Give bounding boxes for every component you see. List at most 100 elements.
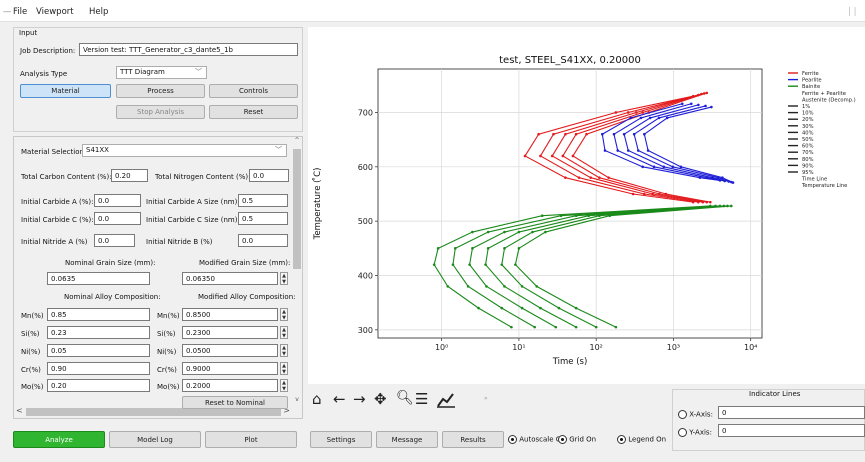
chart-title: test, STEEL_S41XX, 0.20000 (499, 55, 641, 66)
bainite-point (500, 263, 504, 266)
alloy-modified-input[interactable]: 0.0500 (182, 344, 278, 357)
stop-analysis-button[interactable]: Stop Analysis (116, 105, 205, 119)
autoscale-radio[interactable] (508, 435, 517, 444)
alloy-modified-input[interactable]: 0.9000 (182, 362, 278, 375)
home-icon[interactable]: ⌂ (312, 390, 322, 408)
alloy-spinner[interactable]: ▲ ▼ (280, 344, 288, 357)
controls-button[interactable]: Controls (209, 84, 298, 98)
x-axis-radio[interactable] (678, 410, 687, 419)
alloy-modified-input[interactable]: 0.8500 (182, 308, 278, 321)
scroll-down-icon[interactable]: v (295, 396, 299, 403)
x-axis-indicator[interactable]: X-Axis: (678, 410, 713, 419)
reset-to-nominal-button[interactable]: Reset to Nominal (182, 396, 288, 409)
alloy-spinner[interactable]: ▲ ▼ (280, 326, 288, 339)
carbide-a-size-input[interactable]: 0.5 (238, 194, 288, 207)
vertical-scrollbar[interactable]: ^ v (292, 137, 302, 406)
back-arrow-icon[interactable]: ← (333, 390, 346, 408)
carbide-c-size-label: Initial Carbide C Size (nm): (146, 216, 240, 224)
toolbar-overflow-icon[interactable]: » (484, 395, 488, 402)
grain-spinner[interactable]: ▲ ▼ (280, 272, 288, 285)
nitride-b-input[interactable]: 0.0 (238, 234, 288, 247)
results-button[interactable]: Results (442, 431, 504, 448)
analyze-button[interactable]: Analyze (13, 431, 105, 448)
hscrollbar-thumb[interactable] (26, 408, 281, 416)
bainite-point (466, 285, 470, 288)
menu-help[interactable]: Help (89, 7, 109, 17)
ferrite-point (589, 176, 593, 179)
ferrite-point (577, 176, 581, 179)
scroll-left-icon[interactable]: < (16, 406, 23, 415)
x-axis-input[interactable]: 0 (718, 406, 865, 419)
material-selection-label: Material Selection (21, 148, 84, 156)
forward-arrow-icon[interactable]: → (353, 390, 366, 408)
alloy-spinner[interactable]: ▲ ▼ (280, 362, 288, 375)
legend-label: 50% (802, 137, 814, 143)
reset-button[interactable]: Reset (209, 105, 298, 119)
modified-grain-input[interactable]: 0.06350 (182, 272, 278, 285)
carbide-c-input[interactable]: 0.0 (94, 212, 141, 225)
horizontal-scrollbar[interactable]: < > (14, 406, 292, 418)
menu-viewport[interactable]: Viewport (36, 7, 74, 17)
pearlite-point (648, 116, 652, 120)
alloy-nominal-input[interactable]: 0.20 (47, 379, 150, 392)
edit-axis-icon[interactable] (436, 392, 456, 408)
legend-label: Pearlite (802, 78, 822, 84)
zoom-icon[interactable]: 🔍︎ (396, 390, 414, 406)
carbon-content-input[interactable]: 0.20 (111, 169, 148, 182)
autoscale-toggle[interactable]: Autoscale On (508, 435, 566, 444)
nominal-grain-input[interactable]: 0.0635 (47, 272, 150, 285)
y-axis-radio[interactable] (678, 428, 687, 437)
bainite-point (451, 263, 455, 266)
y-axis-indicator[interactable]: Y-Axis: (678, 428, 712, 437)
bainite-point (517, 247, 521, 250)
alloy-spinner[interactable]: ▲ ▼ (280, 308, 288, 321)
carbide-a-input[interactable]: 0.0 (94, 194, 141, 207)
pan-icon[interactable]: ✥ (374, 390, 387, 408)
message-button[interactable]: Message (376, 431, 438, 448)
y-axis-label: Temperature ( ̊C) (312, 168, 323, 241)
scrollbar-thumb[interactable] (293, 149, 301, 269)
configure-subplots-icon[interactable]: ☰ (415, 390, 429, 408)
carbide-c-label: Initial Carbide C (%): (21, 216, 94, 224)
ferrite-point (658, 192, 661, 196)
ferrite-point (585, 132, 588, 136)
bainite-point (485, 285, 488, 288)
legend-label: Temperature Line (801, 183, 847, 189)
job-description-input[interactable]: Version test: TTT_Generator_c3_dante5_1b (79, 43, 298, 56)
alloy-nominal-input[interactable]: 0.85 (47, 308, 150, 321)
process-button[interactable]: Process (116, 84, 205, 98)
nitride-a-input[interactable]: 0.0 (94, 234, 135, 247)
grid-toggle[interactable]: Grid On (558, 435, 596, 444)
carbide-c-size-input[interactable]: 0.5 (238, 212, 288, 225)
alloy-modified-input[interactable]: 0.2000 (182, 379, 278, 392)
material-button[interactable]: Material (20, 84, 111, 98)
alloy-nominal-input[interactable]: 0.05 (47, 344, 150, 357)
alloy-nominal-input[interactable]: 0.23 (47, 326, 150, 339)
menu-file[interactable]: File (13, 7, 28, 17)
legend-label: 70% (802, 150, 814, 156)
model-log-button[interactable]: Model Log (109, 431, 201, 448)
nitrogen-content-input[interactable]: 0.0 (249, 169, 289, 182)
scroll-right-icon[interactable]: > (283, 406, 290, 415)
plot-button[interactable]: Plot (205, 431, 297, 448)
analysis-type-select[interactable]: TTT Diagram ﹀ (116, 66, 207, 79)
alloy-modified-label: Mn(%) (157, 312, 180, 320)
settings-button[interactable]: Settings (310, 431, 372, 448)
scroll-up-icon[interactable]: ^ (294, 137, 300, 144)
material-selection-select[interactable]: S41XX ﹀ (82, 144, 287, 157)
pearlite-point (601, 132, 604, 136)
bainite-point (614, 325, 618, 329)
ferrite-point (641, 111, 645, 114)
bainite-curve (452, 205, 716, 328)
y-tick-label: 300 (358, 326, 373, 335)
alloy-nominal-input[interactable]: 0.90 (47, 362, 150, 375)
legend-toggle[interactable]: Legend On (617, 435, 666, 444)
grid-radio[interactable] (558, 435, 567, 444)
y-axis-input[interactable]: 0 (718, 424, 865, 437)
alloy-modified-input[interactable]: 0.2300 (182, 326, 278, 339)
pearlite-point (622, 132, 626, 136)
alloy-spinner[interactable]: ▲ ▼ (280, 379, 288, 392)
modified-grain-label: Modified Grain Size (mm): (199, 259, 291, 267)
legend-radio[interactable] (617, 435, 626, 444)
bainite-curve (484, 205, 724, 328)
